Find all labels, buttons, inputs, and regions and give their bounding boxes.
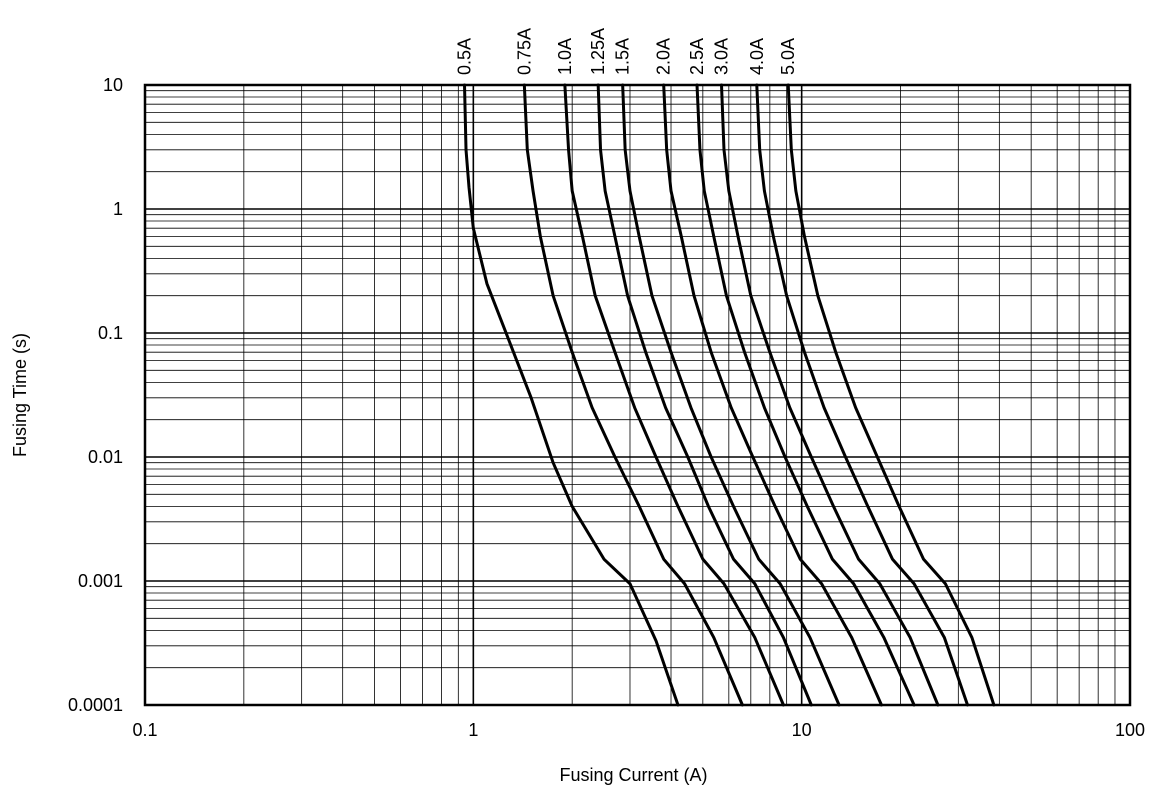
x-tick-label: 100 (1115, 720, 1145, 740)
grid-layer (145, 85, 1130, 705)
series-label: 4.0A (747, 38, 767, 75)
series-curve-2.0A (662, 83, 883, 707)
series-curve-5.0A (786, 83, 996, 707)
series-label: 5.0A (778, 38, 798, 75)
series-label: 0.5A (455, 38, 475, 75)
series-label: 0.75A (514, 28, 534, 75)
y-tick-label: 0.001 (78, 571, 123, 591)
series-curve-0.5A (463, 83, 680, 707)
series-curve-3.0A (720, 83, 940, 707)
x-tick-label: 10 (792, 720, 812, 740)
series-curve-1.25A (596, 83, 813, 707)
x-tick-label: 0.1 (132, 720, 157, 740)
series-curve-2.5A (695, 83, 916, 707)
series-label: 1.5A (613, 38, 633, 75)
series-label: 2.0A (654, 38, 674, 75)
series-label: 1.0A (555, 38, 575, 75)
x-tick-label: 1 (468, 720, 478, 740)
series-curve-4.0A (755, 83, 970, 707)
y-tick-label: 0.1 (98, 323, 123, 343)
y-tick-label: 0.0001 (68, 695, 123, 715)
y-tick-label: 0.01 (88, 447, 123, 467)
y-tick-label: 10 (103, 75, 123, 95)
y-tick-label: 1 (113, 199, 123, 219)
plot-frame (143, 83, 1132, 707)
series-label: 3.0A (712, 38, 732, 75)
curves-layer (463, 83, 996, 707)
x-axis-title: Fusing Current (A) (559, 765, 707, 785)
series-curve-1.5A (621, 83, 841, 707)
y-axis-title: Fusing Time (s) (10, 333, 30, 457)
labels-layer: 0.5A 0.75A 1.0A 1.25A 1.5A 2.0A 2.5A 3.0A 4.0A 5.… (10, 28, 1145, 785)
series-label: 1.25A (588, 28, 608, 75)
series-curve-1.0A (563, 83, 785, 707)
series-label: 2.5A (687, 38, 707, 75)
series-curve-0.75A (522, 83, 744, 707)
